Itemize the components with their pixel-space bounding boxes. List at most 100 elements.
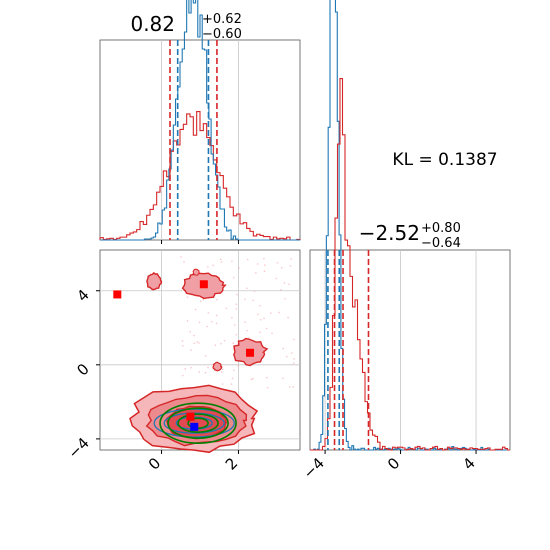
kl-annotation: KL = 0.1387 [392,150,497,170]
joint-scatter-point [236,293,238,296]
joint-scatter-point [207,266,209,268]
joint-scatter-point [285,355,288,358]
joint-scatter-point [257,313,259,316]
joint-scatter-point [244,321,246,324]
joint-scatter-point [252,299,254,302]
marginal-2-title-value: −2.52 [359,221,420,245]
joint-scatter-point [231,316,233,319]
joint-scatter-point [194,308,197,311]
joint-scatter-point [287,316,289,319]
joint-scatter-point [231,260,233,263]
joint-scatter-point [233,324,236,326]
joint-red-island [212,361,223,372]
joint-scatter-point [271,332,273,335]
joint-scatter-point [292,362,295,364]
joint-scatter-point [263,270,266,272]
joint-blue-contour [153,408,235,438]
joint-marker [199,280,208,289]
joint-ytick-label: 0 [73,360,92,379]
joint-scatter-point [235,333,238,336]
marginal-2-red-histogram [310,78,510,451]
joint-scatter-point [204,371,207,374]
joint-scatter-point [233,369,235,371]
joint-scatter-point [264,264,266,266]
joint-red-island [192,268,200,276]
joint-scatter-point [278,311,280,314]
marginal-2-xtick-label: 0 [384,454,403,473]
marginal-2-histogram-panel: −4 0 4 [300,0,511,482]
joint-scatter-point [246,329,248,332]
joint-scatter-point [198,321,201,324]
joint-scatter-point [230,383,233,385]
joint-scatter-point [204,355,207,357]
joint-scatter-point [284,297,286,300]
joint-scatter-point [266,386,269,389]
joint-scatter-point [198,342,200,344]
joint-scatter-point [215,314,218,317]
joint-scatter-point [202,298,205,301]
joint-scatter-point [280,289,282,291]
marginal-1-blue-histogram [100,0,300,241]
joint-scatter-point [207,366,209,369]
joint-red-island [146,271,163,291]
marginal-2-title-minus: −0.64 [421,236,461,251]
joint-scatter-point [259,319,262,321]
joint-scatter-point [263,257,265,260]
marginal-1-histogram-panel [99,0,301,244]
joint-scatter-point [216,298,218,301]
joint-scatter-point [281,266,283,269]
joint-scatter-point [259,331,261,334]
joint-scatter-point [220,342,222,345]
joint-scatter-point [246,258,249,261]
joint-scatter-point [182,374,184,377]
joint-scatter-point [189,330,191,333]
joint-scatter-point [184,368,187,370]
marginal-1-red-histogram [99,111,301,241]
joint-scatter-point [200,300,202,302]
joint-scatter-point [190,349,192,351]
joint-scatter-point [290,258,292,260]
joint-scatter-point [265,376,268,379]
joint-ytick-label: 4 [73,286,92,305]
joint-scatter-point [215,322,218,325]
joint-green-contour [159,402,237,444]
joint-scatter-point [186,296,189,298]
joint-scatter-point [219,258,222,261]
joint-scatter-point [196,340,198,343]
joint-scatter-point [291,352,293,354]
joint-green-contour [177,413,219,433]
joint-scatter-point [225,307,228,310]
joint-scatter-point [238,267,240,269]
marginal-1-title: 0.82 +0.62 −0.60 [130,12,241,42]
joint-scatter-point [186,320,189,322]
joint-scatter-point [253,290,256,292]
joint-scatter-point [259,304,261,307]
joint-scatter-point [207,312,210,314]
joint-scatter-point [198,371,201,373]
joint-scatter-point [223,339,226,342]
joint-scatter-point [181,344,184,347]
marginal-2-title: −2.52 +0.80 −0.64 [359,221,461,251]
joint-scatter-point [214,344,217,347]
joint-marker [190,422,199,431]
joint-green-contour [167,407,229,439]
joint-scatter-point [246,287,248,290]
joint-scatter-point [265,327,268,330]
marginal-1-title-value: 0.82 [130,12,175,36]
joint-scatter-point [282,347,285,350]
joint-scatter-point [275,277,278,280]
joint-scatter-point [256,263,259,265]
marginal-1-title-plus: +0.62 [202,12,242,27]
joint-scatter-point [210,320,213,323]
marginal-1-frame [99,39,301,241]
joint-scatter-point [220,261,223,263]
joint-scatter-point [180,256,182,258]
marginal-2-xtick-label: −4 [300,454,328,482]
joint-scatter-point [206,325,208,328]
joint-scatter-point [292,386,295,388]
joint-scatter-point [231,377,234,380]
joint-marker [186,412,195,421]
joint-scatter-point [235,303,238,306]
joint-scatter-point [255,272,257,274]
joint-scatter-point [221,368,224,371]
